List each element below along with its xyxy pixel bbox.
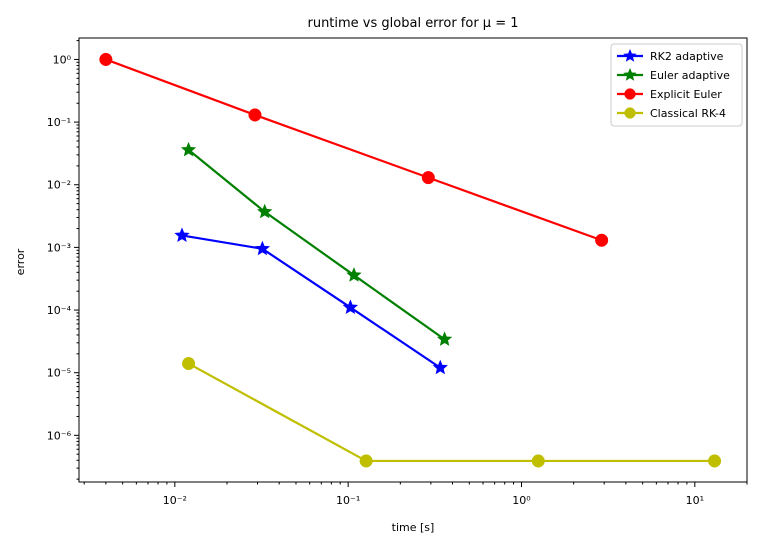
data-point — [436, 331, 453, 346]
legend-label: Classical RK-4 — [650, 107, 726, 120]
legend-label: RK2 adaptive — [650, 50, 724, 63]
data-point — [531, 454, 545, 468]
series-layer — [99, 52, 722, 468]
y-tick-label: 10⁻⁴ — [47, 304, 72, 317]
legend-marker — [623, 67, 637, 81]
legend: RK2 adaptive Euler adaptive Explicit Euler… — [610, 43, 743, 127]
y-axis-label: error — [14, 248, 27, 275]
x-tick-label: 10⁻¹ — [336, 494, 360, 507]
y-tick-label: 10⁻⁶ — [47, 429, 72, 442]
x-tick-label: 10¹ — [686, 494, 704, 507]
data-point — [248, 108, 262, 122]
legend-marker — [623, 48, 637, 62]
data-point — [257, 203, 273, 219]
legend-marker — [624, 88, 636, 100]
y-tick-label: 10⁻¹ — [47, 116, 71, 129]
legend-label: Euler adaptive — [650, 69, 730, 82]
data-point — [421, 171, 435, 185]
x-axis: 10⁻² 10⁻¹ 10⁰ 10¹ — [83, 482, 748, 507]
data-point — [359, 454, 373, 468]
plot-area-frame — [78, 37, 748, 483]
y-tick-label: 10⁻⁵ — [47, 367, 71, 380]
x-tick-label: 10⁰ — [512, 494, 531, 507]
data-point — [346, 267, 362, 282]
data-point — [180, 141, 197, 157]
y-tick-label: 10⁻² — [47, 179, 71, 192]
data-point — [99, 52, 113, 67]
legend-marker — [624, 107, 636, 119]
y-axis: 10⁰ 10⁻¹ 10⁻² 10⁻³ 10⁻⁴ 10⁻⁵ 10⁻⁶ — [47, 40, 79, 480]
series-line — [188, 362, 715, 463]
legend-label: Explicit Euler — [650, 88, 722, 101]
data-point — [174, 227, 190, 242]
series-1 — [180, 141, 453, 346]
series-line — [105, 58, 603, 242]
data-point — [254, 240, 271, 256]
data-point — [595, 233, 609, 247]
chart-title: runtime vs global error for μ = 1 — [307, 16, 518, 31]
data-point — [181, 356, 196, 371]
series-2 — [99, 52, 609, 247]
series-3 — [181, 356, 722, 468]
series-line — [187, 149, 446, 341]
data-point — [708, 454, 722, 468]
y-tick-label: 10⁰ — [53, 53, 72, 66]
series-0 — [174, 227, 448, 375]
series-line — [181, 234, 441, 369]
x-axis-label: time [s] — [392, 521, 435, 534]
data-point — [342, 299, 359, 314]
data-point — [432, 359, 448, 375]
legend-box — [610, 43, 743, 127]
x-tick-label: 10⁻² — [163, 494, 187, 507]
y-tick-label: 10⁻³ — [47, 241, 71, 254]
